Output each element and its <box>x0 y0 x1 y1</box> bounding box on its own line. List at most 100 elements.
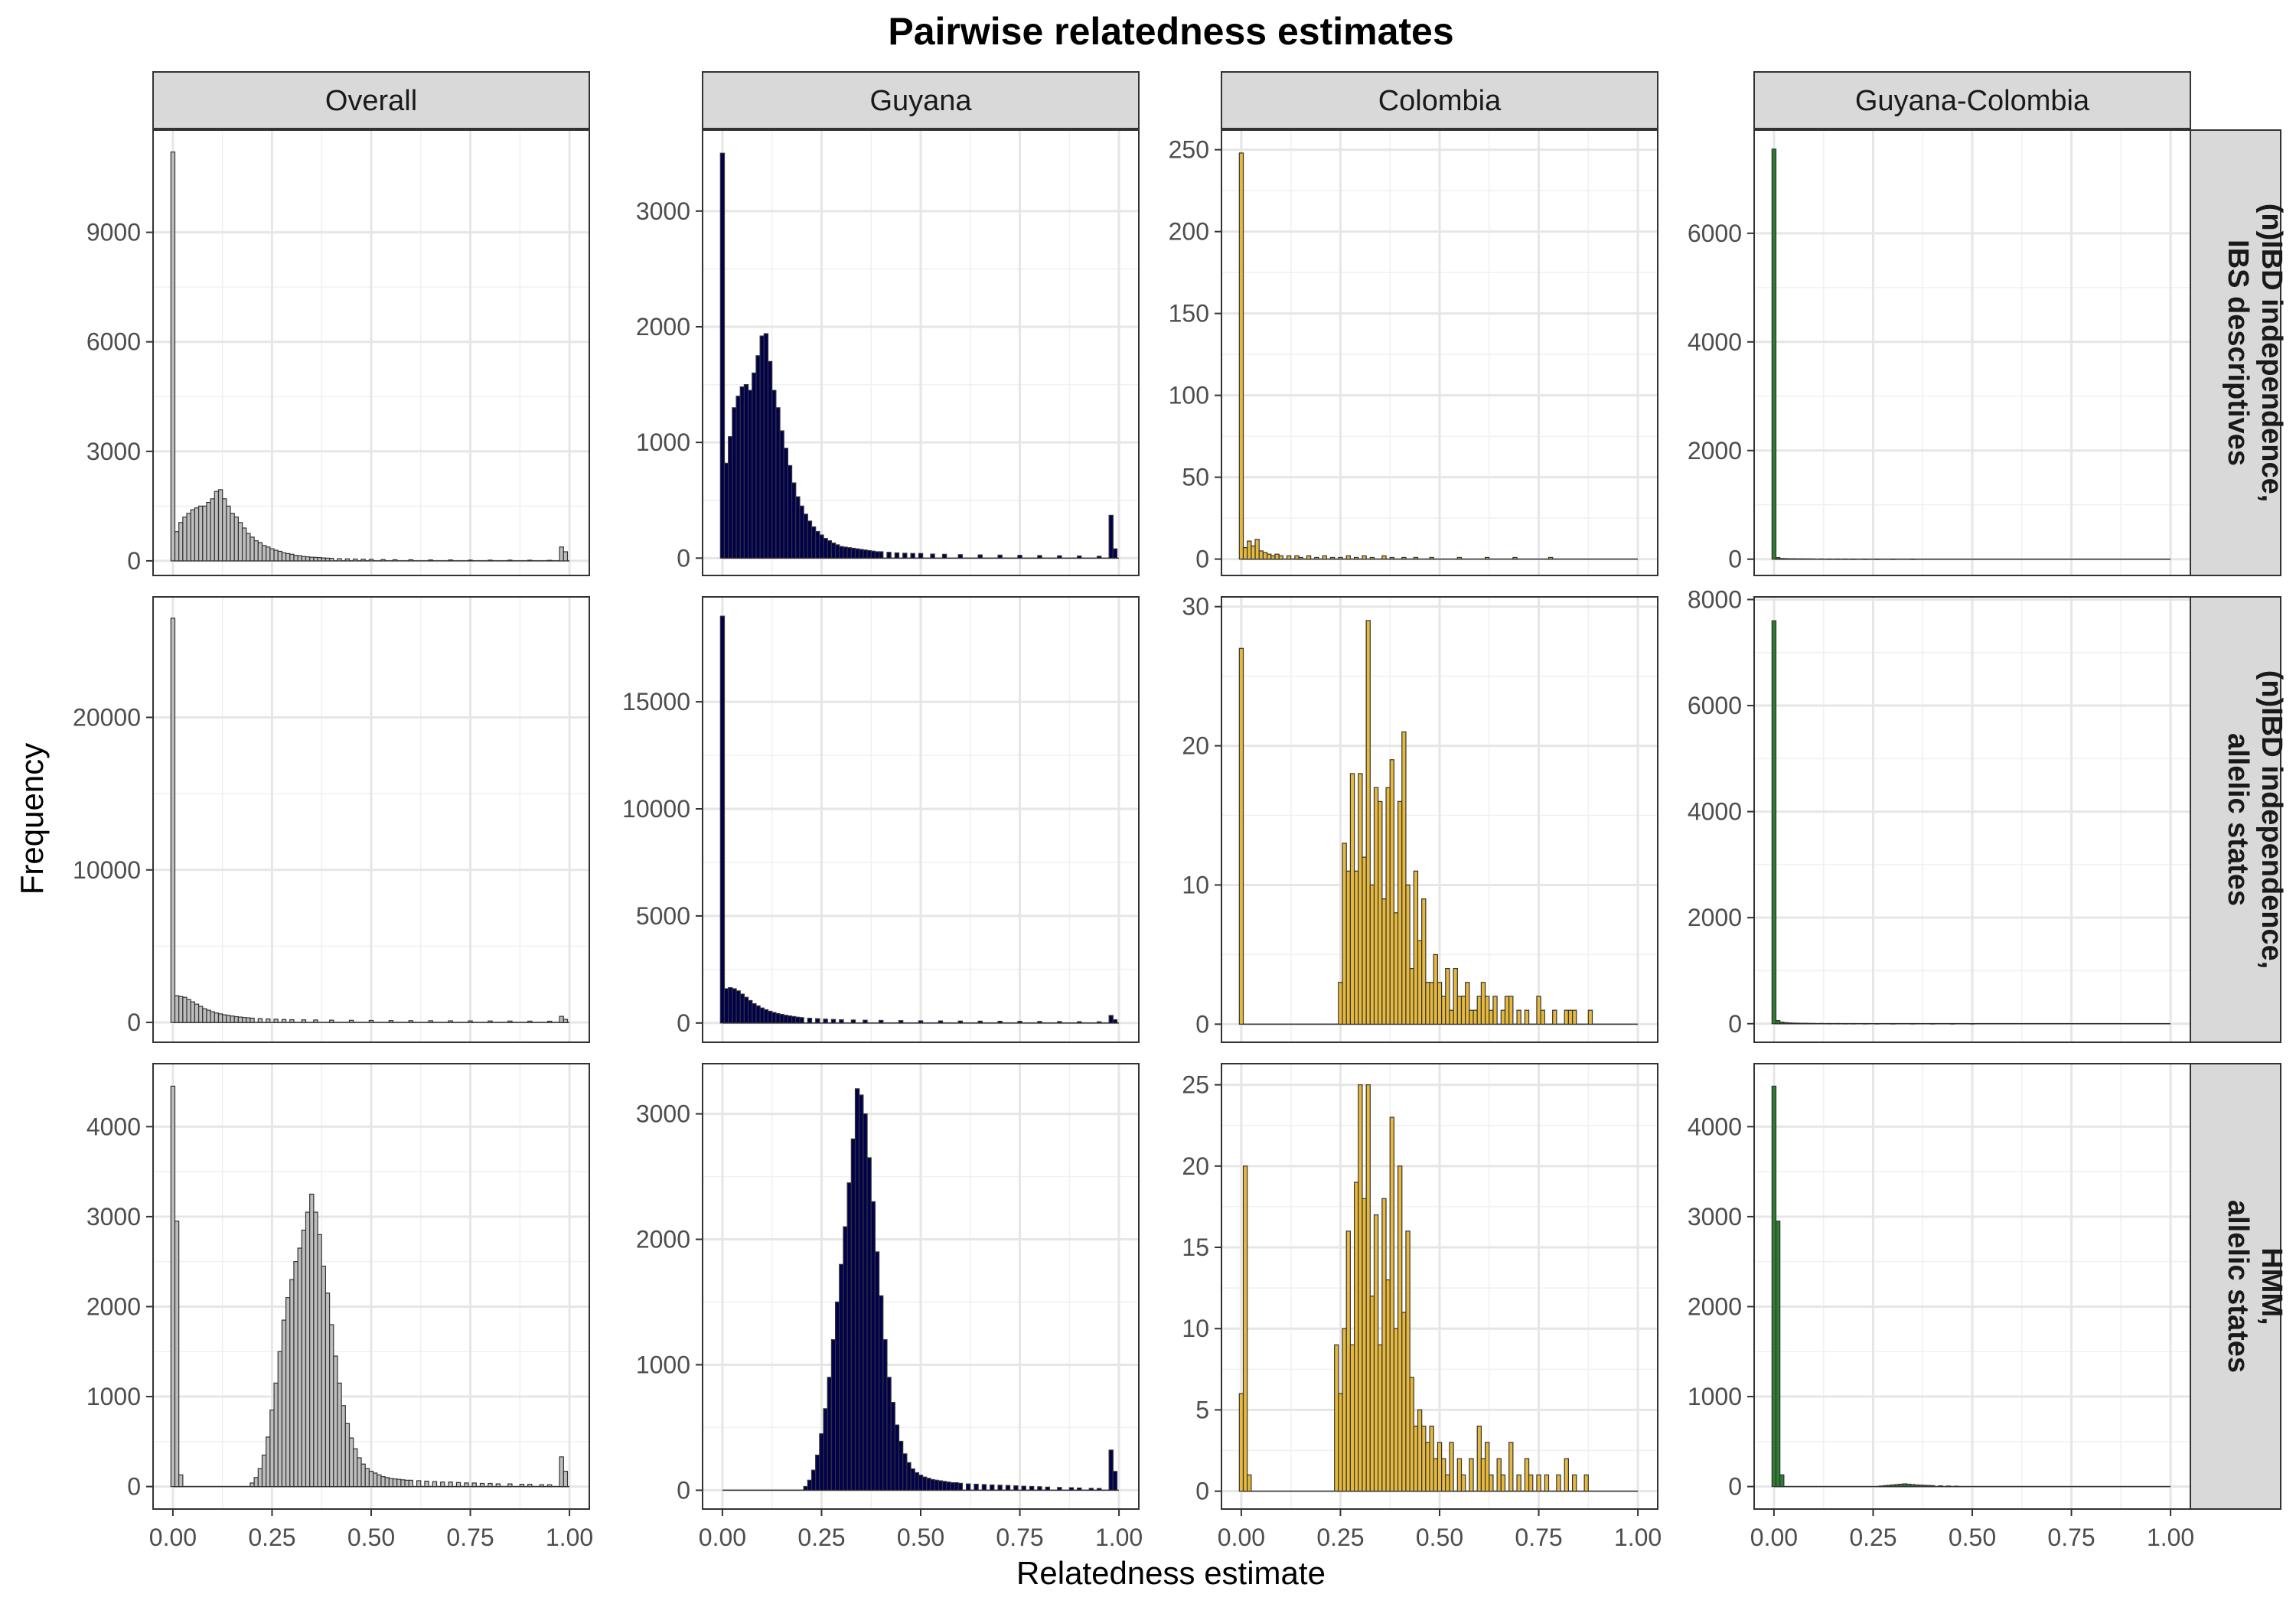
histogram-bar <box>863 1113 868 1491</box>
histogram-bar <box>1342 843 1347 1025</box>
histogram-bar <box>1779 1474 1785 1488</box>
histogram-bar <box>1373 1214 1379 1492</box>
histogram-bar <box>1362 1198 1367 1492</box>
histogram-bar <box>266 546 271 562</box>
histogram-bar <box>981 1484 987 1491</box>
histogram-bar <box>957 1482 964 1491</box>
histogram-bar <box>182 996 188 1023</box>
histogram-bar <box>819 1433 824 1491</box>
histogram-bar <box>519 1484 525 1488</box>
histogram-bar <box>424 1480 429 1488</box>
histogram-bar <box>1922 1485 1928 1488</box>
histogram-bar <box>317 557 322 562</box>
histogram-bar <box>732 407 737 559</box>
histogram-bar <box>404 1479 409 1488</box>
histogram-bar <box>277 550 283 562</box>
histogram-bar <box>843 546 848 559</box>
histogram-bar <box>723 462 729 559</box>
histogram-bar <box>902 553 908 559</box>
y-tick-label: 0 <box>1195 546 1209 573</box>
histogram-bar <box>230 513 235 562</box>
histogram-bar <box>1862 1023 1868 1025</box>
histogram-bar <box>1954 1485 1959 1488</box>
histogram-bar <box>321 557 327 562</box>
histogram-bar <box>990 1484 995 1491</box>
histogram-bar <box>468 1020 473 1023</box>
histogram-bar <box>416 1480 422 1488</box>
histogram-bar <box>1393 912 1399 1025</box>
histogram-bar <box>1878 1485 1884 1488</box>
histogram-bar <box>1401 731 1407 1025</box>
column-strip <box>1221 71 1658 129</box>
histogram-bar <box>455 1482 461 1488</box>
histogram-bar <box>1378 1344 1383 1492</box>
panel-border <box>152 596 590 1043</box>
histogram-bar <box>464 1482 469 1488</box>
histogram-bar <box>1421 1426 1427 1492</box>
y-tick-label: 0 <box>127 1009 141 1036</box>
histogram-bar <box>293 555 298 562</box>
y-tick-label: 2000 <box>1688 904 1742 931</box>
histogram-bar <box>341 1405 346 1488</box>
y-tick-label: 3000 <box>636 1100 690 1128</box>
histogram-bar <box>1504 996 1510 1025</box>
histogram-bar <box>1373 787 1379 1025</box>
histogram-bar <box>977 554 983 559</box>
facet-panel: 0 1000 2000 3000 <box>636 129 1140 576</box>
histogram-bar <box>1449 1009 1454 1025</box>
histogram-bar <box>190 509 196 562</box>
histogram-bar <box>779 430 784 559</box>
histogram-bar <box>863 549 868 559</box>
histogram-bar <box>1771 148 1777 560</box>
histogram-bar <box>1469 1458 1474 1492</box>
histogram-bar <box>1077 1021 1082 1024</box>
histogram-bar <box>1874 558 1880 560</box>
histogram-bar <box>488 1482 493 1488</box>
histogram-bar <box>930 1478 935 1491</box>
histogram-bar <box>957 1020 964 1024</box>
histogram-bar <box>210 1011 215 1023</box>
x-tick-label: 0.25 <box>248 1524 295 1551</box>
histogram-bar <box>1401 556 1407 560</box>
histogram-bar <box>246 1017 251 1023</box>
histogram-bar <box>301 1019 307 1023</box>
histogram-bar <box>360 1463 366 1488</box>
histogram-bar <box>202 505 207 562</box>
histogram-bar <box>795 1016 801 1024</box>
histogram-bar <box>1827 1022 1832 1025</box>
histogram-bar <box>1779 1022 1785 1025</box>
histogram-bar <box>1417 940 1423 1025</box>
histogram-bar <box>1476 1426 1482 1492</box>
histogram-bar <box>1910 1023 1916 1025</box>
x-tick-label: 0.75 <box>1515 1524 1562 1551</box>
histogram-bar <box>890 1402 895 1491</box>
histogram-bar <box>1096 556 1102 559</box>
histogram-bar <box>859 1094 864 1491</box>
histogram-bar <box>507 559 513 562</box>
histogram-bar <box>527 1020 533 1023</box>
histogram-bar <box>1890 558 1896 560</box>
histogram-bar <box>1440 1458 1446 1492</box>
histogram-bar <box>1508 996 1514 1025</box>
histogram-bar <box>728 987 733 1024</box>
histogram-bar <box>898 1020 904 1024</box>
y-axis-title: Frequency <box>14 743 50 895</box>
histogram-bar <box>767 360 773 559</box>
row-strip <box>2190 129 2281 576</box>
histogram-bar <box>1017 1021 1022 1024</box>
facet-panel: 0 10000 20000 <box>73 596 590 1043</box>
facet-panel: 0 2000 4000 6000 <box>1688 129 2191 576</box>
histogram-bar <box>408 1020 414 1023</box>
histogram-bar <box>448 1020 453 1023</box>
x-tick-label: 1.00 <box>546 1524 593 1551</box>
row-strip-label: HMM, <box>2255 1247 2288 1325</box>
histogram-bar <box>170 1085 176 1488</box>
histogram-bar <box>1421 898 1427 1025</box>
histogram-bar <box>344 558 351 562</box>
histogram-bar <box>795 496 801 559</box>
histogram-bar <box>527 559 533 562</box>
histogram-bar <box>293 1261 298 1488</box>
histogram-bar <box>249 536 255 562</box>
histogram-bar <box>1524 1458 1530 1492</box>
